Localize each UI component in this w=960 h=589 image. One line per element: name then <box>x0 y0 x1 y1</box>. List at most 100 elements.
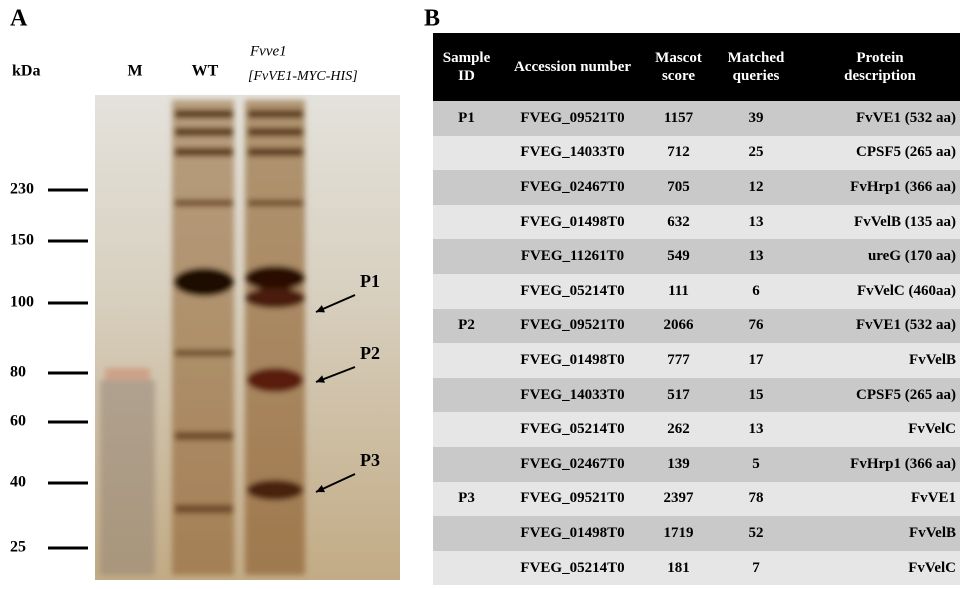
table-cell: 705 <box>645 170 712 205</box>
table-cell: P3 <box>433 482 500 517</box>
cell-text: 5 <box>752 456 760 472</box>
cell-text: 139 <box>667 456 690 472</box>
cell-text: P2 <box>458 317 475 333</box>
table-cell: FVEG_09521T0 <box>500 101 645 136</box>
table-cell: 549 <box>645 239 712 274</box>
marker-label: 150 <box>10 232 34 249</box>
table-cell: FVEG_14033T0 <box>500 378 645 413</box>
table-cell: FvVelC <box>800 551 960 586</box>
marker-label: 60 <box>10 413 26 430</box>
table-cell: FVEG_02467T0 <box>500 170 645 205</box>
table-cell: 139 <box>645 447 712 482</box>
cell-text: FVEG_05214T0 <box>520 421 624 437</box>
cell-text: ureG (170 aa) <box>868 248 956 264</box>
cell-text: FVEG_01498T0 <box>520 214 624 230</box>
table-row: P3FVEG_09521T0239778FvVE1 <box>433 482 960 517</box>
cell-text: 705 <box>667 179 690 195</box>
table-row: FVEG_11261T0 549 13 ureG (170 aa) <box>433 239 960 274</box>
table-cell: FVEG_01498T0 <box>500 516 645 551</box>
cell-text: FVEG_05214T0 <box>520 560 624 576</box>
table-cell: 52 <box>712 516 800 551</box>
cell-text: 13 <box>749 214 764 230</box>
page: {"panel_a": {"label": "A", "unit": "kDa"… <box>0 0 960 589</box>
table-cell: 76 <box>712 309 800 344</box>
table-cell: 7 <box>712 551 800 586</box>
table-cell: P1 <box>433 101 500 136</box>
table-cell: FVEG_05214T0 <box>500 551 645 586</box>
table-cell <box>433 274 500 309</box>
cell-text: 777 <box>667 352 690 368</box>
cell-text: 7 <box>752 560 760 576</box>
table-cell <box>433 447 500 482</box>
table-cell: FVEG_09521T0 <box>500 309 645 344</box>
marker-label: 230 <box>10 181 34 198</box>
cell-text: 25 <box>749 144 764 160</box>
cell-text: 111 <box>668 283 689 299</box>
table-cell: FvHrp1 (366 aa) <box>800 447 960 482</box>
header-row: Sample IDAccession numberMascot scoreMat… <box>433 33 960 101</box>
cell-text: CPSF5 (265 aa) <box>856 144 956 160</box>
table-cell: 181 <box>645 551 712 586</box>
table-cell: 15 <box>712 378 800 413</box>
table-cell: 632 <box>645 205 712 240</box>
cell-text: 13 <box>749 421 764 437</box>
table-cell: 777 <box>645 343 712 378</box>
table-cell: FVEG_01498T0 <box>500 343 645 378</box>
cell-text: 262 <box>667 421 690 437</box>
table-cell: CPSF5 (265 aa) <box>800 136 960 171</box>
peak-label: P2 <box>360 343 380 363</box>
cell-text: FvVE1 (532 aa) <box>856 317 956 333</box>
peak-label: P3 <box>360 450 380 470</box>
marker-label: 80 <box>10 364 26 381</box>
table-cell: FvVelC (460aa) <box>800 274 960 309</box>
table-row: P1 FVEG_09521T0 1157 39 FvVE1 (532 aa) <box>433 101 960 136</box>
cell-text: CPSF5 (265 aa) <box>856 387 956 403</box>
table-cell: 13 <box>712 239 800 274</box>
table-cell: 2066 <box>645 309 712 344</box>
cell-text: 6 <box>752 283 760 299</box>
cell-text: FvHrp1 (366 aa) <box>850 179 956 195</box>
construct-label: [FvVE1-MYC-HIS] <box>248 69 358 84</box>
table-cell <box>433 378 500 413</box>
label-b: B <box>420 4 450 34</box>
cell-text: FVEG_11261T0 <box>521 248 624 264</box>
cell-text: FVEG_09521T0 <box>520 317 624 333</box>
cell-text: P1 <box>458 110 475 126</box>
cell-text: FVEG_01498T0 <box>520 352 624 368</box>
panel-label: A <box>10 6 28 32</box>
table-cell: 1157 <box>645 101 712 136</box>
table-cell: 13 <box>712 412 800 447</box>
table-row: FVEG_05214T0 181 7 FvVelC <box>433 551 960 586</box>
marker-label: 40 <box>10 474 26 491</box>
table-cell: FvVelB (135 aa) <box>800 205 960 240</box>
cell-text: P3 <box>458 490 475 506</box>
table-cell: FvVE1 (532 aa) <box>800 101 960 136</box>
table-cell <box>433 205 500 240</box>
header-text: Accession number <box>514 59 631 75</box>
cell-text: FvVE1 (532 aa) <box>856 110 956 126</box>
table-row: FVEG_01498T0 1719 52 FvVelB <box>433 516 960 551</box>
table-cell: FVEG_02467T0 <box>500 447 645 482</box>
table-row: FVEG_02467T0 705 12 FvHrp1 (366 aa) <box>433 170 960 205</box>
table-cell: FVEG_05214T0 <box>500 412 645 447</box>
cell-text: 1157 <box>664 110 693 126</box>
table-cell: FvHrp1 (366 aa) <box>800 170 960 205</box>
table-cell: FvVelC <box>800 412 960 447</box>
header-text: Sample ID <box>443 50 491 84</box>
table-cell: FvVE1 (532 aa) <box>800 309 960 344</box>
cell-text: FvVelC <box>908 560 956 576</box>
table-cell: FVEG_09521T0 <box>500 482 645 517</box>
table-cell <box>433 551 500 586</box>
table-row: FVEG_01498T0 632 13 FvVelB (135 aa) <box>433 205 960 240</box>
cell-text: 1719 <box>664 525 694 541</box>
cell-text: 39 <box>749 110 764 126</box>
lane-label: M <box>127 63 142 80</box>
cell-text: FvVelB <box>909 525 956 541</box>
cell-text: 549 <box>667 248 690 264</box>
table-cell: 111 <box>645 274 712 309</box>
table-cell <box>433 516 500 551</box>
table-cell: 12 <box>712 170 800 205</box>
header-text: Matched queries <box>728 50 785 84</box>
cell-text: FVEG_14033T0 <box>520 144 624 160</box>
